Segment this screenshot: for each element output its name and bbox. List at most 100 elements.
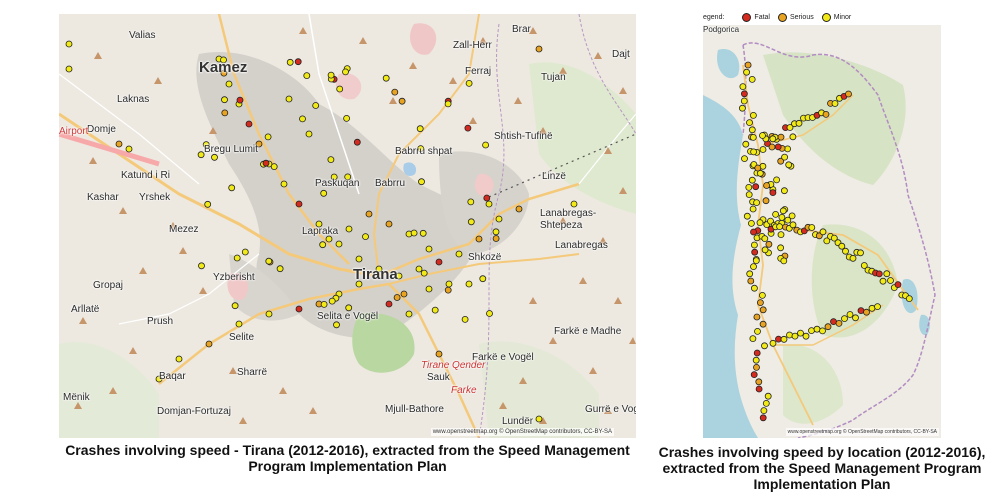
- crash-marker: [465, 280, 473, 288]
- crash-marker: [802, 332, 810, 340]
- place-label: Lundër: [502, 416, 534, 427]
- legend-label: Minor: [833, 13, 852, 21]
- crash-marker: [749, 205, 757, 213]
- crash-marker: [745, 191, 753, 199]
- crash-marker: [785, 161, 793, 169]
- place-label: Katund i Ri: [121, 170, 170, 181]
- crash-marker: [353, 138, 361, 146]
- legend-item-fatal: Fatal: [742, 12, 770, 22]
- crash-marker: [751, 248, 759, 256]
- crash-marker: [486, 310, 493, 317]
- map-attribution[interactable]: www.openstreetmap.org © OpenStreetMap co…: [430, 428, 614, 436]
- crash-marker: [410, 229, 418, 237]
- crash-marker: [299, 115, 306, 123]
- legend-item-minor: Minor: [821, 12, 852, 22]
- map-legend: egend: Fatal Serious Minor: [703, 9, 941, 25]
- place-label: Farkë e Vogël: [472, 352, 534, 363]
- crash-marker: [535, 45, 543, 53]
- crash-marker: [320, 300, 328, 308]
- place-label: Tujan: [541, 72, 566, 83]
- crash-marker: [781, 187, 788, 195]
- crash-marker: [749, 335, 757, 343]
- crash-marker: [464, 124, 472, 132]
- place-label: Yrshek: [139, 192, 171, 203]
- crash-marker: [295, 200, 303, 208]
- crash-marker: [752, 356, 760, 364]
- crash-marker: [467, 218, 475, 226]
- map-attribution[interactable]: www.openstreetmap.org © OpenStreetMap co…: [785, 428, 939, 436]
- crash-marker: [445, 280, 453, 288]
- crash-marker: [265, 310, 273, 318]
- place-label: Dajt: [612, 49, 630, 60]
- crash-marker: [495, 215, 503, 223]
- crash-marker: [355, 255, 363, 263]
- crash-marker: [808, 224, 816, 231]
- crash-marker: [393, 294, 401, 301]
- albania-map-graphics: [703, 25, 941, 438]
- crash-marker: [570, 200, 578, 208]
- crash-marker: [756, 219, 764, 227]
- place-label: Podgorica: [703, 25, 740, 34]
- crash-marker: [751, 241, 758, 249]
- crash-marker: [385, 300, 393, 308]
- crash-marker: [791, 332, 799, 340]
- crash-marker: [789, 133, 797, 141]
- crash-marker: [753, 313, 761, 321]
- crash-marker: [125, 145, 133, 153]
- place-label: Shkozë: [468, 252, 502, 263]
- crash-marker: [211, 153, 218, 161]
- place-label: Yzberisht: [213, 272, 255, 283]
- place-label: Farkë e Madhe: [554, 326, 622, 337]
- place-label: Brar: [512, 24, 531, 35]
- tirana-map-graphics: [59, 14, 636, 438]
- crash-marker: [344, 173, 352, 181]
- crash-marker: [762, 399, 770, 407]
- crash-marker: [325, 235, 333, 243]
- place-label: Kashar: [87, 192, 119, 203]
- crash-marker: [857, 249, 864, 257]
- crash-marker: [385, 220, 393, 228]
- crash-marker: [467, 198, 475, 206]
- place-label: Prush: [147, 316, 174, 327]
- crash-marker: [741, 155, 748, 163]
- crash-marker: [831, 100, 839, 107]
- crash-marker: [425, 285, 433, 293]
- serious-dot-icon: [777, 12, 787, 22]
- crash-marker: [335, 240, 343, 248]
- place-label: Domjan-Fortuzaj: [157, 406, 231, 417]
- crash-marker: [418, 178, 425, 186]
- crash-marker: [863, 308, 870, 316]
- crash-marker: [343, 115, 351, 122]
- crash-marker: [761, 246, 769, 254]
- place-label: Domje: [87, 124, 116, 135]
- crash-marker: [769, 189, 777, 197]
- crash-marker: [228, 184, 236, 192]
- crash-marker: [115, 140, 123, 148]
- crash-marker: [845, 90, 852, 98]
- place-label: Sauk: [427, 372, 450, 383]
- crash-marker: [830, 318, 837, 326]
- crash-marker: [416, 125, 424, 133]
- crash-marker: [753, 349, 761, 357]
- crash-marker: [492, 228, 500, 236]
- place-label: Ferraj: [465, 66, 492, 77]
- crash-marker: [823, 237, 831, 245]
- crash-marker: [280, 180, 288, 188]
- albania-crash-map[interactable]: Podgorica www.openstreetmap.org © OpenSt…: [703, 25, 941, 438]
- crash-marker: [745, 183, 753, 191]
- crash-marker: [813, 325, 821, 333]
- crash-marker: [740, 97, 748, 105]
- place-label: Babrru shpat: [395, 146, 453, 157]
- place-label: Shtish-Tufinë: [494, 131, 553, 142]
- crash-marker: [769, 339, 777, 347]
- crash-marker: [743, 212, 751, 220]
- crash-marker: [305, 130, 313, 138]
- crash-marker: [768, 143, 776, 151]
- crash-marker: [819, 228, 827, 236]
- tirana-crash-map[interactable]: Valias Kamez Laknas Domje Bregu Lumit Ka…: [59, 14, 636, 438]
- crash-marker: [772, 210, 779, 218]
- crash-marker: [355, 280, 363, 288]
- place-label: Zall-Herr: [453, 40, 492, 51]
- crash-marker: [345, 304, 353, 312]
- crash-marker: [315, 220, 323, 228]
